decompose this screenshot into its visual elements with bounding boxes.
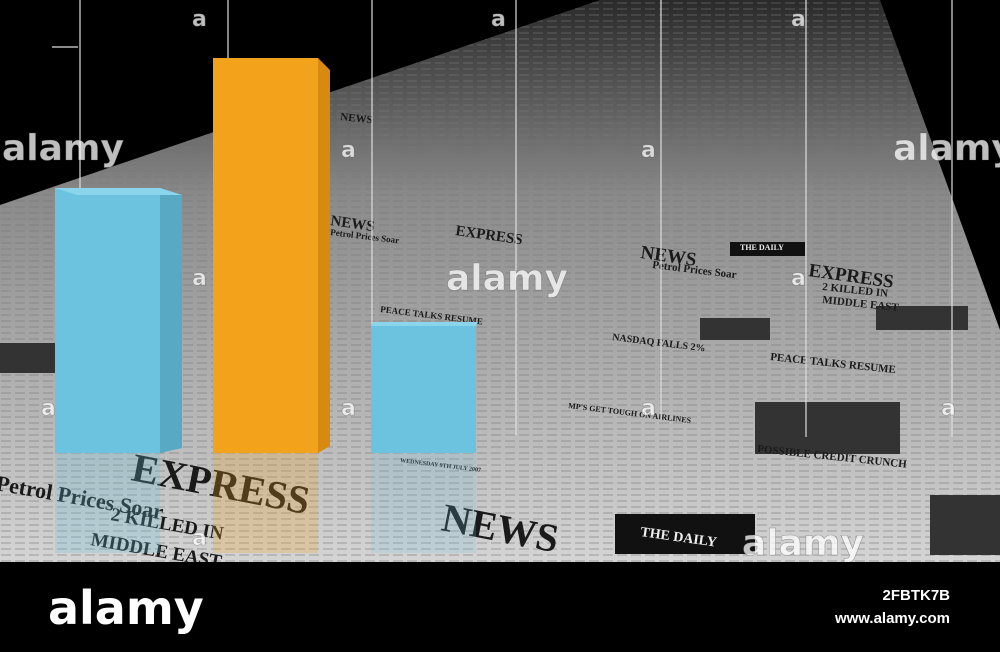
bar-side <box>160 188 182 453</box>
bar-front <box>55 188 160 453</box>
watermark-letter: a <box>41 396 56 421</box>
bar-reflection <box>213 453 318 553</box>
watermark-letter: a <box>192 266 207 291</box>
watermark-letter: a <box>641 138 656 163</box>
footer-url: www.alamy.com <box>834 610 950 627</box>
photo <box>876 306 968 330</box>
watermark-letter: a <box>192 526 207 551</box>
photo <box>700 318 770 340</box>
watermark-letter: a <box>641 396 656 421</box>
bar-top <box>371 322 478 326</box>
watermark: alamy <box>2 128 124 169</box>
masthead-tag: THE DAILY <box>740 243 784 252</box>
masthead: NEWS <box>340 111 373 126</box>
watermark-letter: a <box>791 7 806 32</box>
watermark: alamy <box>446 258 568 299</box>
photos <box>0 242 1000 555</box>
photo <box>930 495 1000 555</box>
watermark-letter: a <box>192 7 207 32</box>
watermark-letter: a <box>341 396 356 421</box>
watermark: alamy <box>742 523 864 564</box>
bar-side <box>318 58 330 453</box>
footer-bar <box>0 562 1000 652</box>
photo <box>730 242 805 256</box>
watermarks: alamy alamy alamy alamy a a a a a a a a … <box>2 7 1000 565</box>
bars <box>55 58 478 553</box>
watermark-letter: a <box>491 7 506 32</box>
footer-logo: alamy <box>48 581 204 635</box>
bar-front <box>371 326 476 453</box>
image-id: 2FBTK7B <box>882 587 950 604</box>
watermark-letter: a <box>791 266 806 291</box>
bar-front <box>213 58 318 453</box>
bar-reflection <box>371 453 476 553</box>
bar-top <box>55 188 182 195</box>
watermark-letter: a <box>341 138 356 163</box>
watermark-letter: a <box>941 396 956 421</box>
bar-reflection <box>55 453 160 553</box>
guide-lines <box>52 0 953 437</box>
watermark: alamy <box>893 128 1000 169</box>
photo <box>755 402 900 454</box>
photo <box>615 514 755 554</box>
photo <box>0 343 55 373</box>
masthead: NEWS <box>329 213 375 235</box>
